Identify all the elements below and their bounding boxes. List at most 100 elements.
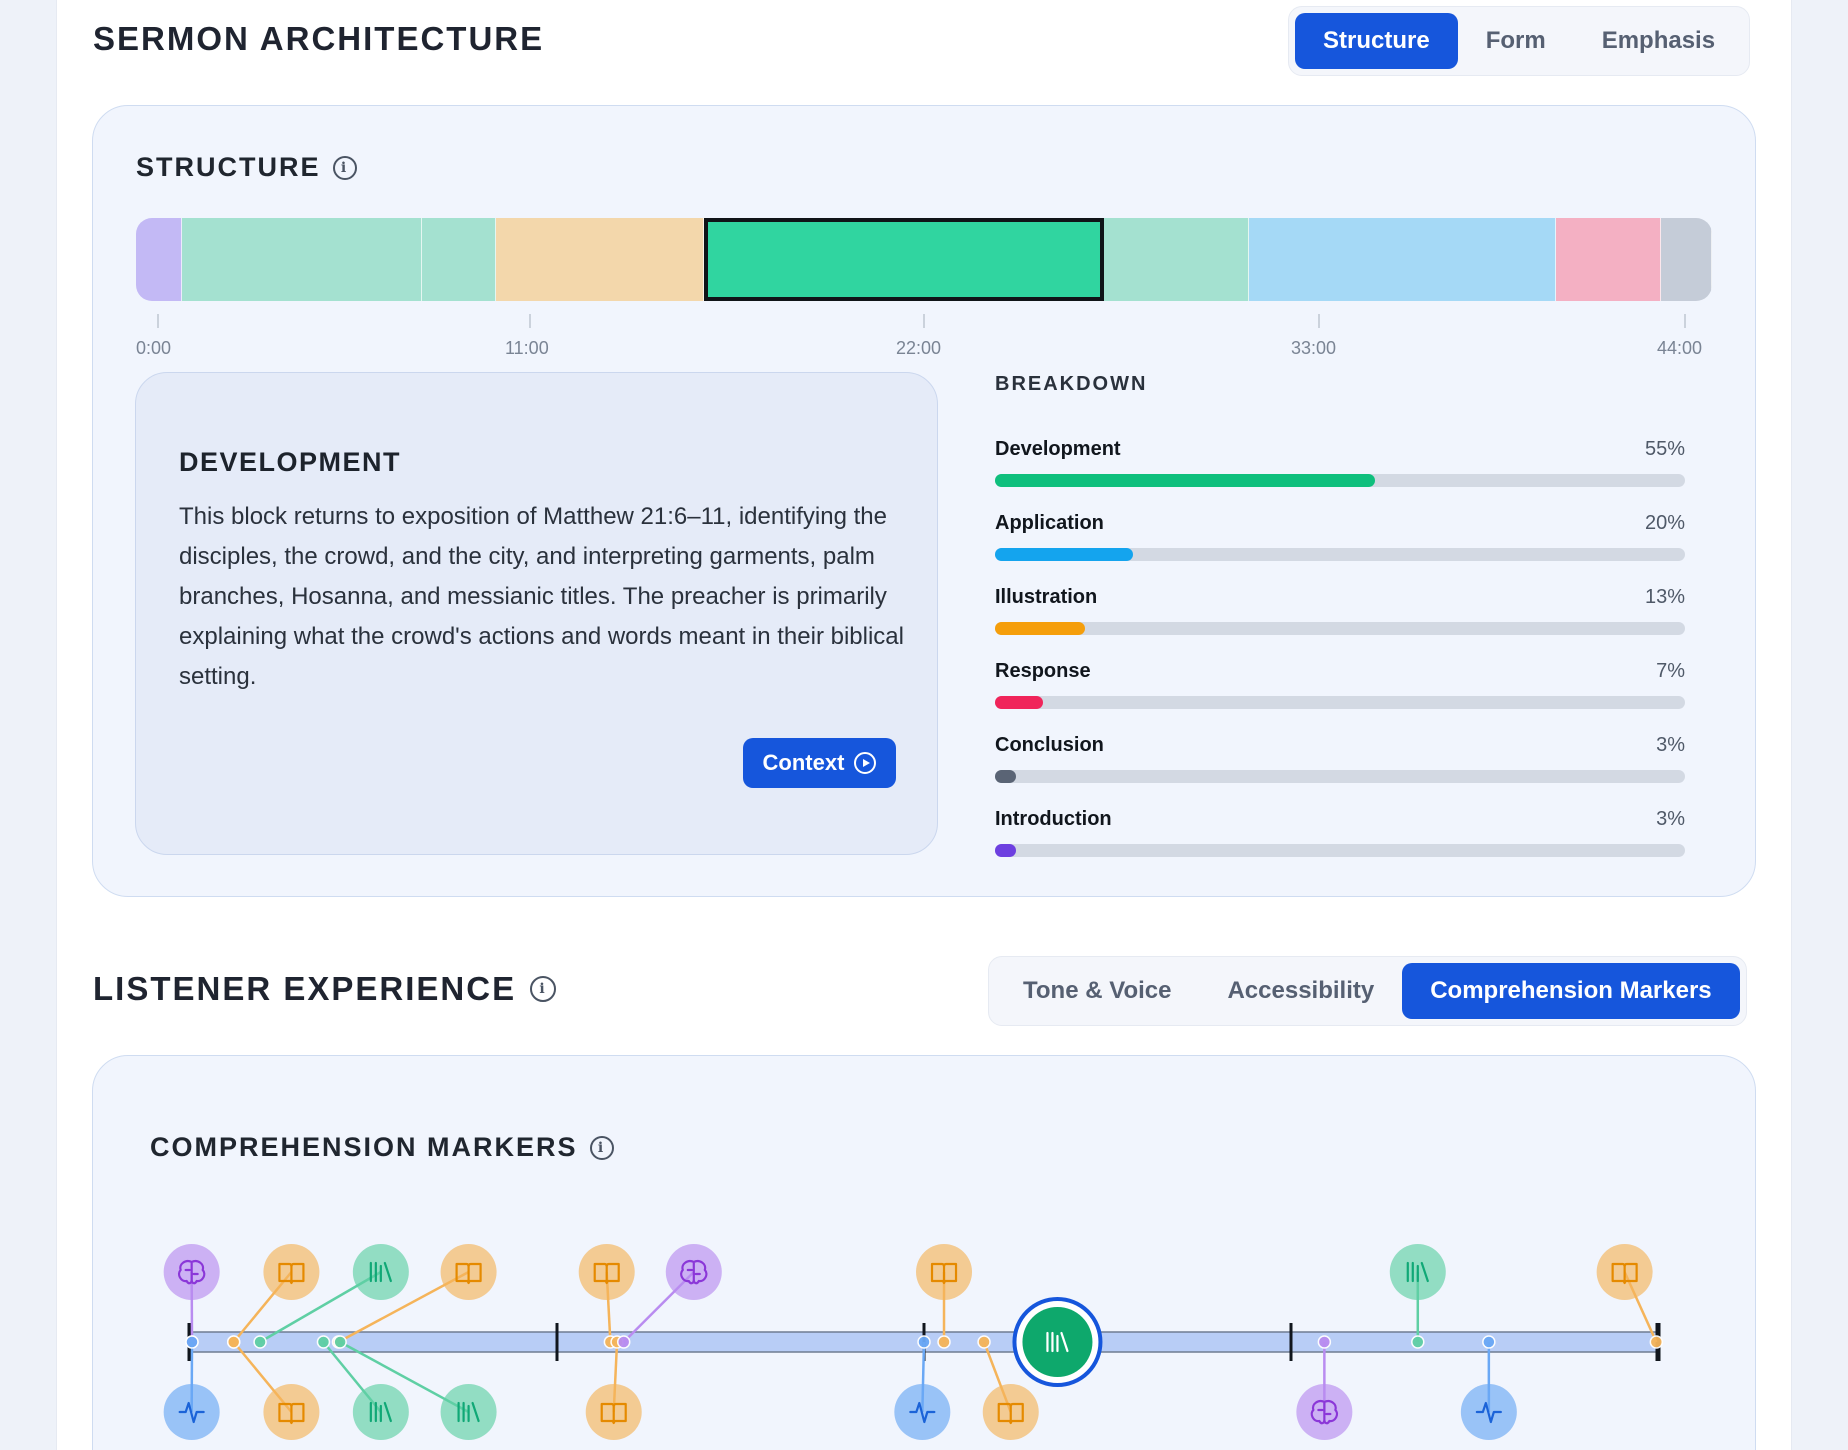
book-icon (278, 1402, 305, 1425)
marker-dot[interactable] (1411, 1335, 1425, 1349)
library-icon (1406, 1261, 1429, 1283)
book-icon (600, 1402, 627, 1425)
info-icon[interactable]: i (589, 1135, 614, 1160)
breakdown-percent: 3% (1656, 808, 1685, 830)
marker-bubble[interactable] (916, 1244, 973, 1300)
breakdown-progress-fill (995, 844, 1016, 857)
brain-icon (680, 1260, 708, 1285)
marker-bubble[interactable] (578, 1244, 635, 1300)
pulse-icon (909, 1401, 936, 1424)
marker-bubble[interactable] (1596, 1244, 1653, 1300)
marker-bubble[interactable] (585, 1384, 642, 1440)
structure-segment[interactable] (1248, 218, 1556, 301)
marker-bubble[interactable] (163, 1384, 220, 1440)
tab-structure[interactable]: Structure (1295, 13, 1458, 69)
tab-emphasis[interactable]: Emphasis (1601, 27, 1716, 54)
marker-dot[interactable] (917, 1335, 931, 1349)
marker-dot[interactable] (616, 1335, 631, 1349)
tick-label: 0:00 (136, 338, 172, 358)
context-button[interactable]: Context (743, 738, 896, 788)
book-icon (997, 1402, 1024, 1425)
marker-bubble[interactable] (263, 1244, 320, 1300)
structure-title: STRUCTURE i (136, 152, 357, 183)
marker-dot[interactable] (1649, 1335, 1664, 1349)
marker-bubble[interactable] (1389, 1244, 1446, 1300)
marker-bubble[interactable] (440, 1384, 497, 1440)
brain-icon (1310, 1400, 1339, 1425)
structure-timeline-bar (136, 218, 1712, 301)
tick-line-0 (157, 314, 159, 328)
context-button-label: Context (762, 750, 845, 775)
breakdown-label: Development (995, 438, 1121, 460)
comprehension-title-text: COMPREHENSION MARKERS (150, 1132, 578, 1162)
breakdown-progress-fill (995, 696, 1044, 709)
tick-line-3 (1318, 314, 1320, 328)
breakdown-label: Introduction (995, 808, 1112, 830)
breakdown-percent: 3% (1656, 734, 1685, 756)
book-icon (1611, 1262, 1638, 1285)
structure-segment[interactable] (703, 218, 1105, 301)
structure-segment[interactable] (1555, 218, 1661, 301)
tab-tone-voice[interactable]: Tone & Voice (1023, 977, 1172, 1004)
marker-bubble[interactable] (665, 1244, 722, 1300)
structure-segment[interactable] (1660, 218, 1712, 301)
brain-icon (177, 1260, 206, 1285)
breakdown-title: BREAKDOWN (995, 373, 1148, 395)
listener-tabs: Tone & Voice Accessibility Comprehension… (988, 956, 1747, 1026)
marker-bubble[interactable] (263, 1384, 320, 1440)
marker-bubble[interactable] (352, 1384, 409, 1440)
breakdown-label: Response (995, 660, 1091, 682)
marker-bubble[interactable] (982, 1384, 1039, 1440)
active-marker[interactable] (1012, 1297, 1103, 1387)
marker-dot[interactable] (1482, 1335, 1496, 1349)
breakdown-progress-track (995, 770, 1685, 783)
segment-detail-card: DEVELOPMENT This block returns to exposi… (135, 372, 938, 855)
marker-dot[interactable] (316, 1335, 331, 1349)
breakdown-label: Application (995, 512, 1104, 534)
marker-bubble[interactable] (1296, 1384, 1353, 1440)
marker-bubble[interactable] (894, 1384, 951, 1440)
segment-detail-title: DEVELOPMENT (179, 447, 402, 477)
breakdown-progress-track (995, 548, 1685, 561)
tab-comprehension-markers[interactable]: Comprehension Markers (1402, 963, 1740, 1019)
page-title: SERMON ARCHITECTURE (93, 20, 545, 57)
marker-dot[interactable] (1317, 1335, 1332, 1349)
segment-detail-body: This block returns to exposition of Matt… (179, 503, 904, 690)
structure-segment[interactable] (1104, 218, 1249, 301)
pulse-icon (1475, 1401, 1502, 1424)
marker-bubble[interactable] (1460, 1384, 1517, 1440)
marker-dot[interactable] (253, 1335, 267, 1349)
tab-form[interactable]: Form (1485, 27, 1546, 54)
structure-segment[interactable] (495, 218, 704, 301)
tick-line-2 (923, 314, 925, 328)
pulse-icon (178, 1401, 205, 1424)
tick-line-1 (529, 314, 531, 328)
comprehension-title: COMPREHENSION MARKERS i (150, 1132, 614, 1163)
marker-dot[interactable] (937, 1335, 951, 1349)
tick-label: 33:00 (1291, 338, 1337, 358)
tick-label: 22:00 (896, 338, 942, 358)
breakdown-progress-track (995, 696, 1685, 709)
architecture-tabs: Structure Form Emphasis (1288, 6, 1751, 76)
marker-dot[interactable] (185, 1335, 199, 1349)
tab-accessibility[interactable]: Accessibility (1227, 977, 1375, 1004)
info-icon[interactable]: i (332, 155, 357, 180)
book-icon (278, 1262, 305, 1285)
marker-bubble[interactable] (440, 1244, 497, 1300)
library-icon (457, 1401, 480, 1423)
marker-bubble[interactable] (352, 1244, 409, 1300)
listener-title-text: LISTENER EXPERIENCE (93, 970, 517, 1007)
structure-segment[interactable] (136, 218, 183, 301)
breakdown-label: Conclusion (995, 734, 1104, 756)
structure-segment[interactable] (182, 218, 423, 301)
breakdown-percent: 20% (1644, 512, 1685, 534)
info-icon[interactable]: i (530, 976, 557, 1002)
marker-dot[interactable] (333, 1335, 347, 1349)
structure-segment[interactable] (422, 218, 496, 301)
marker-bubble[interactable] (163, 1244, 220, 1300)
marker-dot[interactable] (226, 1335, 241, 1349)
breakdown-progress-fill (995, 770, 1016, 783)
marker-dot[interactable] (977, 1335, 991, 1349)
breakdown-percent: 13% (1644, 586, 1685, 608)
